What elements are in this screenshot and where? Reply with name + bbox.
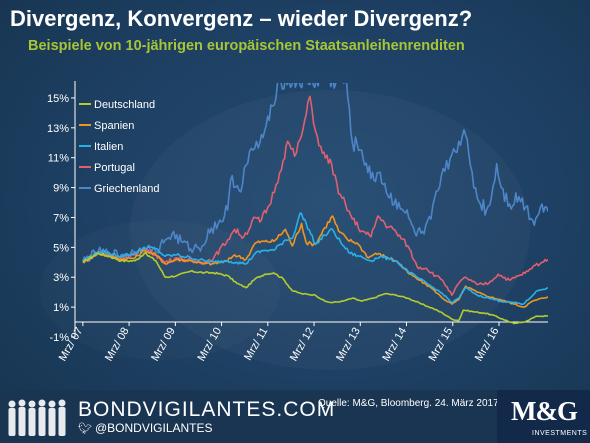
people-icon	[8, 399, 66, 436]
y-tick-label: -1%	[49, 332, 69, 344]
twitter-icon: 🐦︎	[78, 423, 92, 435]
x-tick-label: Mrz/ 16	[473, 326, 502, 364]
legend-label: Portugal	[94, 162, 135, 174]
legend: Deutschland Spanien Italien Portugal Grieche…	[79, 99, 159, 195]
series-line-deutschland	[82, 252, 548, 325]
source-note: Quelle: M&G, Bloomberg. 24. März 2017.	[318, 398, 502, 409]
chart-title: Divergenz, Konvergenz – wieder Divergenz…	[10, 6, 473, 31]
legend-label: Deutschland	[94, 99, 155, 111]
y-tick-label: 11%	[48, 153, 69, 165]
logo-subtext: INVESTMENTS	[532, 430, 588, 437]
logo-text: M&G	[511, 396, 578, 426]
twitter-handle-text: @BONDVIGILANTES	[94, 421, 213, 435]
y-tick-label: 5%	[53, 242, 69, 254]
y-tick-label: 13%	[47, 123, 69, 135]
mg-logo: M&G INVESTMENTS	[497, 390, 590, 443]
footer-bar	[0, 390, 590, 443]
legend-label: Griechenland	[94, 183, 159, 195]
y-tick-label: 1%	[53, 302, 69, 314]
y-tick-label: 7%	[53, 212, 69, 224]
y-tick-label: 9%	[53, 183, 69, 195]
series-lines	[82, 83, 548, 325]
brand-link[interactable]: BONDVIGILANTES.COM	[78, 398, 336, 421]
series-line-italien	[82, 212, 548, 306]
legend-label: Spanien	[94, 120, 134, 132]
y-tick-label: 15%	[47, 93, 69, 105]
line-chart: -1%1%3%5%7%9%11%13%15%Mrz/ 07 Mrz/ 08 Mrz/…	[47, 81, 548, 364]
y-tick-label: 3%	[53, 272, 69, 284]
twitter-handle[interactable]: 🐦︎ @BONDVIGILANTES	[78, 421, 213, 435]
legend-label: Italien	[94, 141, 123, 153]
chart-subtitle: Beispiele von 10-jährigen europäischen S…	[28, 38, 465, 54]
